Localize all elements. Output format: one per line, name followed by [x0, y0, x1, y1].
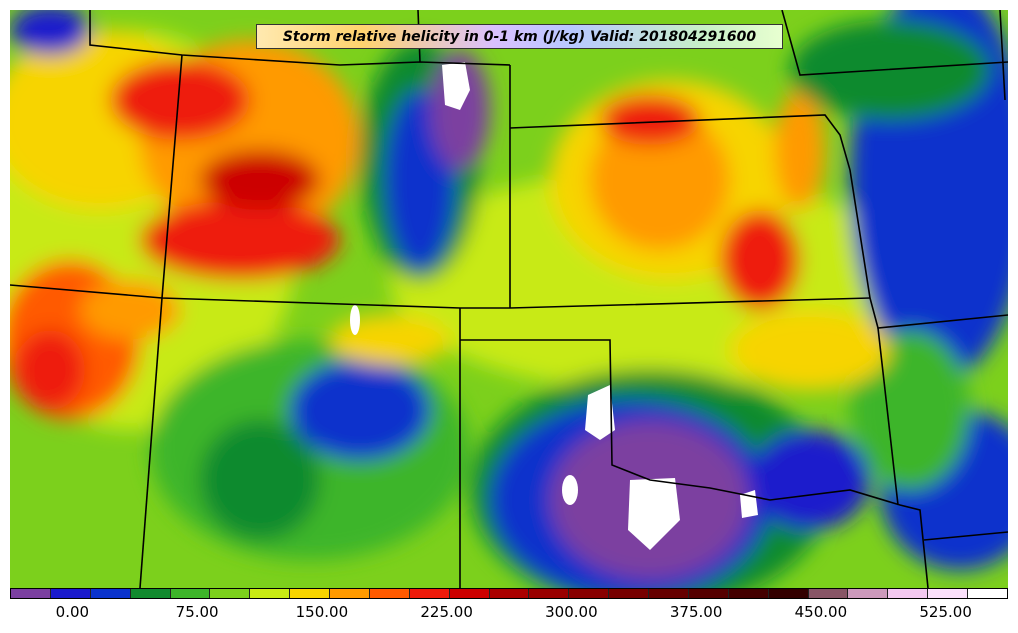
- map-title: Storm relative helicity in 0-1 km (J/kg)…: [256, 24, 783, 49]
- colorbar-segment: [170, 589, 211, 598]
- colorbar-segment: [888, 589, 929, 598]
- white-patches: [350, 62, 758, 550]
- colorbar: [10, 588, 1008, 599]
- colorbar-segment: [290, 589, 330, 598]
- colorbar-tick-label: 375.00: [669, 603, 723, 621]
- colorbar-segment: [529, 589, 570, 598]
- colorbar-segment: [848, 589, 889, 598]
- colorbar-segment: [11, 589, 51, 598]
- colorbar-segment: [688, 589, 729, 598]
- colorbar-segment: [808, 589, 849, 598]
- colorbar-tick-label: 0.00: [55, 603, 90, 621]
- colorbar-segment: [130, 589, 171, 598]
- colorbar-tick-label: 75.00: [175, 603, 219, 621]
- colorbar-segment: [210, 589, 251, 598]
- colorbar-tick-label: 225.00: [420, 603, 473, 621]
- map-panel: Storm relative helicity in 0-1 km (J/kg)…: [10, 10, 1008, 588]
- colorbar-segment: [609, 589, 649, 598]
- colorbar-segment: [250, 589, 291, 598]
- colorbar-segment: [330, 589, 370, 598]
- helicity-contours: [10, 10, 1008, 588]
- helicity-field-map: [10, 10, 1008, 588]
- colorbar-segment: [489, 589, 530, 598]
- colorbar-segment: [449, 589, 490, 598]
- state-boundaries: [10, 10, 1008, 588]
- colorbar-segment: [649, 589, 689, 598]
- colorbar-segment: [90, 589, 131, 598]
- colorbar-segment: [928, 589, 968, 598]
- colorbar-segment: [50, 589, 91, 598]
- colorbar-segment: [728, 589, 769, 598]
- colorbar-tick-label: 300.00: [545, 603, 598, 621]
- colorbar-segment: [369, 589, 410, 598]
- colorbar-tick-label: 450.00: [794, 603, 848, 621]
- colorbar-tick-label: 525.00: [919, 603, 972, 621]
- colorbar-segment: [768, 589, 809, 598]
- colorbar-tick-label: 150.00: [295, 603, 349, 621]
- colorbar-segment: [968, 589, 1007, 598]
- colorbar-segment: [409, 589, 450, 598]
- colorbar-segment: [569, 589, 610, 598]
